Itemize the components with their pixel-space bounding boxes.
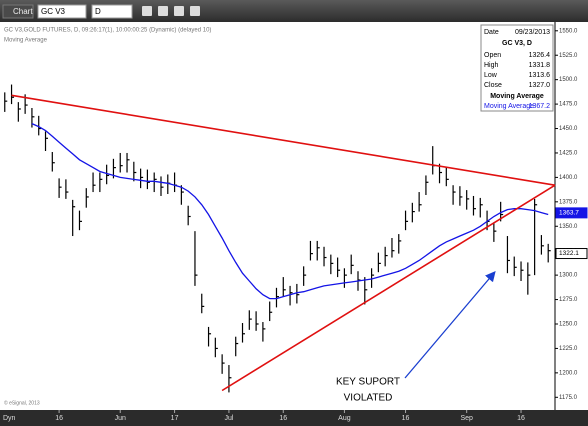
info-label: High [484,62,499,69]
y-tick-label: 1475.0 [559,102,578,108]
y-tick-label: 1175.0 [559,395,578,401]
y-tick-label: 1525.0 [559,53,578,59]
x-tick-label: Jul [224,415,233,422]
y-tick-label: 1300.0 [559,273,578,279]
y-tick-label: 1250.0 [559,322,578,328]
trendline [221,184,556,392]
annotation-arrow [404,271,496,379]
info-label: Low [484,72,498,79]
icon[interactable] [142,6,152,16]
info-value: 09/23/2013 [515,29,550,36]
x-tick-label: 16 [279,415,287,422]
corner-label: Dyn [3,415,16,422]
y-tick-label: 1350.0 [559,224,578,230]
info-value: 1326.4 [529,52,551,59]
info-label: Close [484,82,502,89]
y-tick-label: 1400.0 [559,175,578,181]
symbol: GC V3 [41,7,66,16]
tab-label: Chart [13,7,33,16]
symbol-input[interactable] [37,4,87,19]
time-axis [0,410,588,426]
axis-marker [555,207,588,219]
trendline [11,94,556,186]
y-tick-label: 1275.0 [559,297,578,303]
axis-marker-label: 1322.1 [559,250,579,257]
info-box [480,24,554,112]
x-tick-label: 17 [171,415,179,422]
x-tick-label: Jun [115,415,126,422]
y-tick-label: 1225.0 [559,346,578,352]
y-tick-label: 1375.0 [559,199,578,205]
y-tick-label: 1425.0 [559,151,578,157]
annotation: KEY SUPORT [336,377,400,388]
moving-average [31,123,549,300]
axis-marker-label: 1363.7 [559,210,579,217]
study-caption: Moving Average [4,38,48,44]
y-tick-label: 1550.0 [559,28,578,34]
info-label: Open [484,52,501,59]
annotation: VIOLATED [344,393,393,404]
interval-input[interactable] [91,4,133,19]
info-value: 1313.6 [529,72,551,79]
info-title: GC V3, D [502,40,532,47]
info-study-title: Moving Average [490,93,544,100]
info-label: Date [484,29,499,36]
icon[interactable] [158,6,168,16]
watermark: © eSignal, 2013 [4,399,40,406]
axis-marker [555,248,588,260]
toolbar [0,0,588,22]
info-study-value: 1367.2 [529,103,551,110]
y-tick-label: 1500.0 [559,77,578,83]
y-tick-label: 1450.0 [559,126,578,132]
info-value: 1327.0 [529,82,551,89]
caption: GC V3,GOLD FUTURES, D, 09:26:17(1), 10:0… [4,28,211,34]
x-tick-label: Sep [460,415,473,422]
toolbar-icons [142,6,200,16]
x-tick-label: 16 [55,415,63,422]
interval: D [95,7,101,16]
info-study-label: Moving Average [484,103,534,110]
icon[interactable] [190,6,200,16]
icon[interactable] [174,6,184,16]
x-tick-label: 16 [517,415,525,422]
info-value: 1331.8 [529,62,551,69]
x-tick-label: 16 [402,415,410,422]
x-tick-label: Aug [338,415,351,422]
y-tick-label: 1200.0 [559,370,578,376]
tab[interactable] [2,4,34,19]
